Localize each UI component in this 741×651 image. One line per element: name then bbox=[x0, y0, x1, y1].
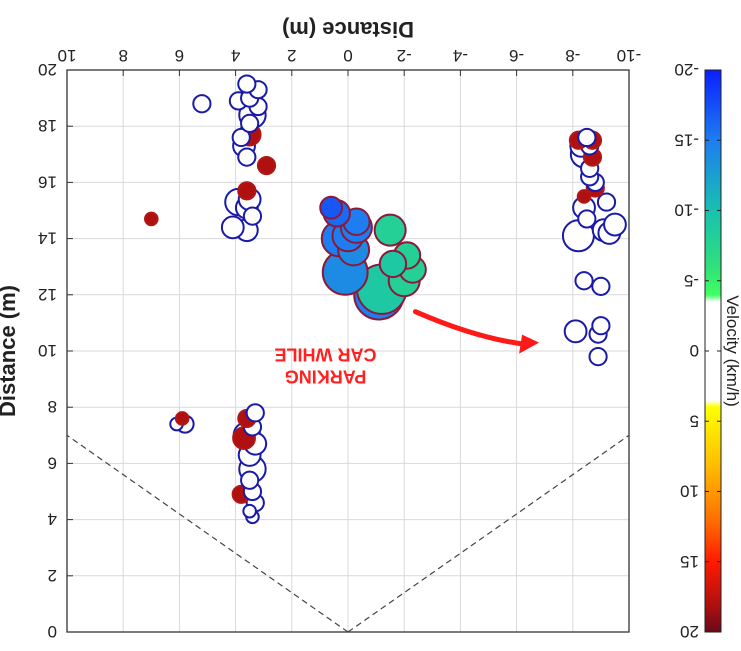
y-tick-label: 20 bbox=[38, 60, 57, 79]
y-tick-label: 18 bbox=[38, 116, 57, 135]
y-tick-label: 0 bbox=[48, 622, 57, 641]
plot-area bbox=[66, 69, 630, 633]
y-tick-label: 14 bbox=[38, 229, 57, 248]
colorbar-ticks: -20 -15 -10 -5 0 5 10 15 20 bbox=[674, 60, 721, 641]
y-tick-label: 6 bbox=[48, 453, 57, 472]
y-tick-label: 10 bbox=[38, 341, 57, 360]
colorbar-tick-label: -20 bbox=[674, 60, 699, 79]
data-point bbox=[603, 212, 627, 237]
data-point bbox=[192, 94, 212, 114]
data-point bbox=[237, 181, 257, 201]
field-of-view-lines bbox=[66, 434, 630, 633]
colorbar-tick-label: 5 bbox=[690, 411, 699, 430]
data-point bbox=[245, 403, 265, 423]
data-point bbox=[240, 113, 260, 133]
data-point bbox=[240, 470, 260, 490]
data-point bbox=[242, 206, 263, 226]
x-tick-label: 8 bbox=[118, 46, 127, 65]
data-point bbox=[319, 195, 344, 220]
colorbar-tick-label: 0 bbox=[690, 341, 699, 360]
y-tick-label: 12 bbox=[38, 285, 57, 304]
data-point bbox=[591, 276, 611, 296]
x-tick-label: 0 bbox=[343, 46, 352, 65]
annotation-arrow bbox=[412, 309, 530, 348]
data-point bbox=[143, 211, 159, 227]
colorbar-tick-label: 10 bbox=[680, 482, 699, 501]
x-tick-label: 4 bbox=[231, 46, 240, 65]
x-tick-label: -6 bbox=[509, 46, 524, 65]
data-point bbox=[174, 411, 190, 426]
colorbar-tick-label: -5 bbox=[684, 271, 699, 290]
x-tick-label: 6 bbox=[175, 46, 184, 65]
x-tick-label: 10 bbox=[58, 46, 77, 65]
data-point bbox=[220, 215, 245, 240]
data-point bbox=[588, 347, 608, 367]
y-tick-label: 4 bbox=[48, 510, 57, 529]
y-tick-label: 16 bbox=[38, 172, 57, 191]
colorbar-tick-label: -10 bbox=[674, 201, 699, 220]
data-point bbox=[591, 316, 611, 336]
y-tick-label: 2 bbox=[48, 566, 57, 585]
data-point bbox=[563, 319, 588, 344]
fov-line-right bbox=[66, 434, 349, 633]
annotation-arrowhead bbox=[519, 334, 540, 354]
annotation-line-2: PARKING bbox=[285, 367, 367, 387]
x-tick-label: -10 bbox=[617, 46, 642, 65]
data-point bbox=[378, 249, 408, 279]
colorbar: -20 -15 -10 -5 0 5 10 15 20 Velocity (km/h) bbox=[674, 60, 741, 641]
data-point bbox=[242, 503, 257, 519]
colorbar-tick-label: 15 bbox=[680, 552, 699, 571]
data-point bbox=[373, 213, 407, 247]
data-points bbox=[143, 74, 627, 525]
colorbar-title: Velocity (km/h) bbox=[723, 295, 741, 406]
data-point bbox=[596, 192, 617, 212]
data-point bbox=[577, 127, 597, 148]
data-point bbox=[576, 189, 592, 204]
y-axis-title: Distance (m) bbox=[0, 285, 20, 417]
fov-line-left bbox=[347, 434, 630, 633]
data-point bbox=[577, 209, 597, 229]
x-axis-title: Distance (m) bbox=[282, 17, 414, 42]
colorbar-tick-label: -15 bbox=[674, 130, 699, 149]
annotation: CAR WHILE PARKING bbox=[275, 309, 540, 387]
data-point bbox=[237, 74, 257, 94]
y-axis-ticks: 0 2 4 6 8 10 12 14 16 18 20 bbox=[38, 60, 73, 641]
data-point bbox=[256, 155, 277, 176]
x-tick-label: -8 bbox=[565, 46, 580, 65]
y-tick-label: 8 bbox=[48, 397, 57, 416]
annotation-line-1: CAR WHILE bbox=[275, 345, 377, 365]
data-point bbox=[237, 147, 257, 167]
x-tick-label: -4 bbox=[453, 46, 468, 65]
colorbar-tick-label: 20 bbox=[680, 622, 699, 641]
x-tick-label: -2 bbox=[397, 46, 412, 65]
data-point bbox=[574, 271, 594, 291]
x-axis-ticks: -10 -8 -6 -4 -2 0 2 4 6 8 10 bbox=[58, 46, 642, 76]
data-point bbox=[231, 127, 251, 148]
x-tick-label: 2 bbox=[287, 46, 296, 65]
